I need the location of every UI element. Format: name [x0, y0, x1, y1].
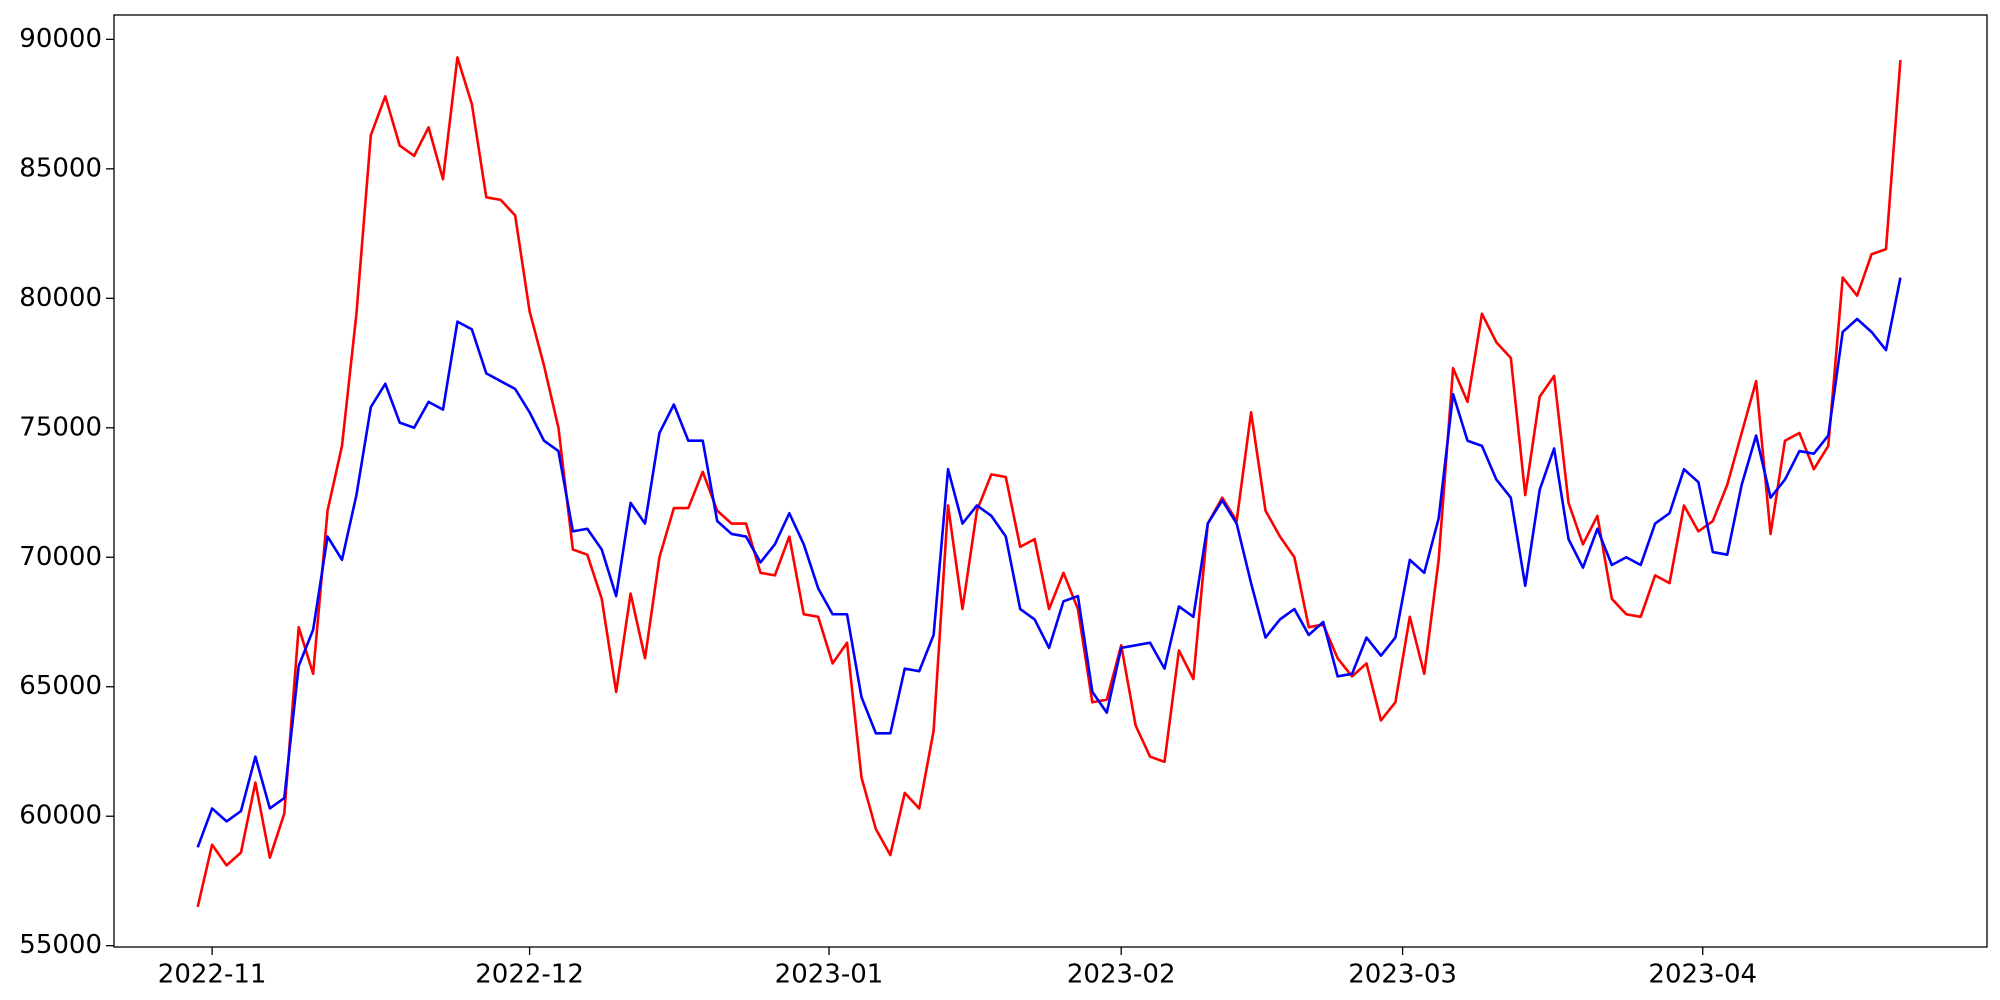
plot-frame [113, 14, 1988, 948]
y-tick-label: 70000 [19, 542, 102, 572]
x-tick-label: 2023-03 [1348, 960, 1457, 990]
data-line [196, 56, 1902, 908]
y-tick-label: 65000 [19, 671, 102, 701]
y-tick-label: 85000 [19, 153, 102, 183]
x-tick-label: 2023-01 [775, 960, 884, 990]
x-tick-label: 2023-02 [1067, 960, 1176, 990]
x-tick-label: 2022-11 [158, 960, 267, 990]
y-tick-label: 80000 [19, 283, 102, 313]
y-tick-label: 55000 [19, 930, 102, 960]
y-tick-label: 60000 [19, 801, 102, 831]
data-line [196, 277, 1902, 848]
y-tick-label: 90000 [19, 24, 102, 54]
x-tick-label: 2022-12 [475, 960, 584, 990]
y-tick-label: 75000 [19, 412, 102, 442]
x-tick-label: 2023-04 [1648, 960, 1757, 990]
